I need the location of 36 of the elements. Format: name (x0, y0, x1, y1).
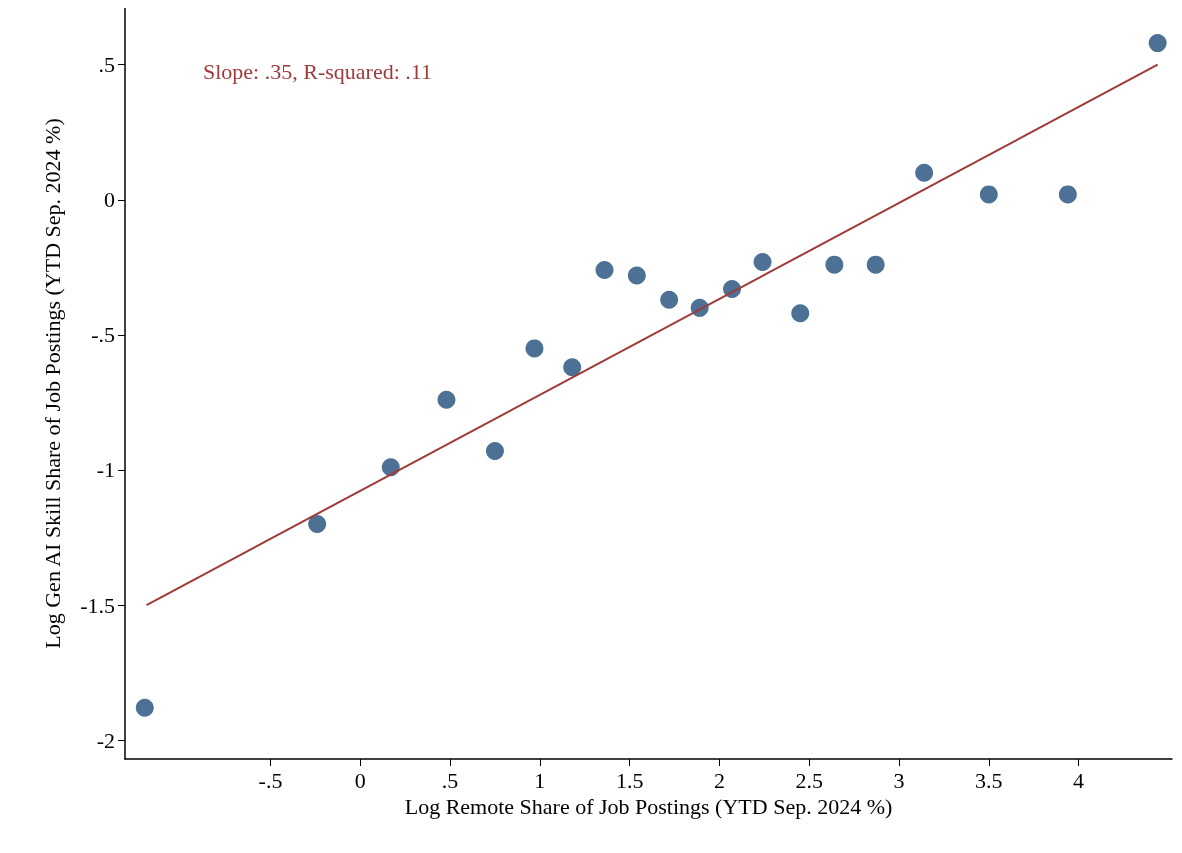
point (1148, 34, 1167, 53)
point (485, 442, 504, 461)
x-tick-label: 2 (713, 767, 725, 793)
point (525, 339, 544, 358)
point (437, 390, 456, 409)
point (866, 255, 885, 274)
annotation: Slope: .35, R-squared: .11 (203, 58, 432, 84)
point (825, 255, 844, 274)
point (627, 266, 646, 285)
point (660, 290, 679, 309)
point (915, 163, 934, 182)
x-tick-label: 2.5 (795, 767, 823, 793)
x-tick-label: .5 (441, 767, 459, 793)
x-tick-label: 3 (893, 767, 905, 793)
point (563, 358, 582, 377)
y-tick-label: -2 (96, 727, 115, 753)
y-tick-label: -1 (96, 457, 115, 483)
x-tick-label: 4 (1073, 767, 1085, 793)
y-tick-label: 0 (104, 187, 115, 213)
x-tick-label: -.5 (258, 767, 283, 793)
point (979, 185, 998, 204)
x-axis-title: Log Remote Share of Job Postings (YTD Sep. 2024 %) (404, 794, 893, 820)
y-tick-label: .5 (98, 52, 115, 78)
point (595, 261, 614, 280)
x-tick-label: 3.5 (975, 767, 1003, 793)
y-tick-label: -1.5 (80, 592, 115, 618)
y-axis-title: Log Gen AI Skill Share of Job Postings (YTD Sep. 2024 %) (39, 118, 65, 649)
point (791, 304, 810, 323)
point (753, 252, 772, 271)
point (135, 698, 154, 717)
x-tick-label: 1.5 (615, 767, 644, 793)
point (308, 514, 327, 533)
x-tick-label: 1 (534, 767, 546, 793)
y-tick-label: -.5 (91, 322, 115, 348)
x-tick-label: 0 (354, 767, 366, 793)
point (1058, 185, 1077, 204)
